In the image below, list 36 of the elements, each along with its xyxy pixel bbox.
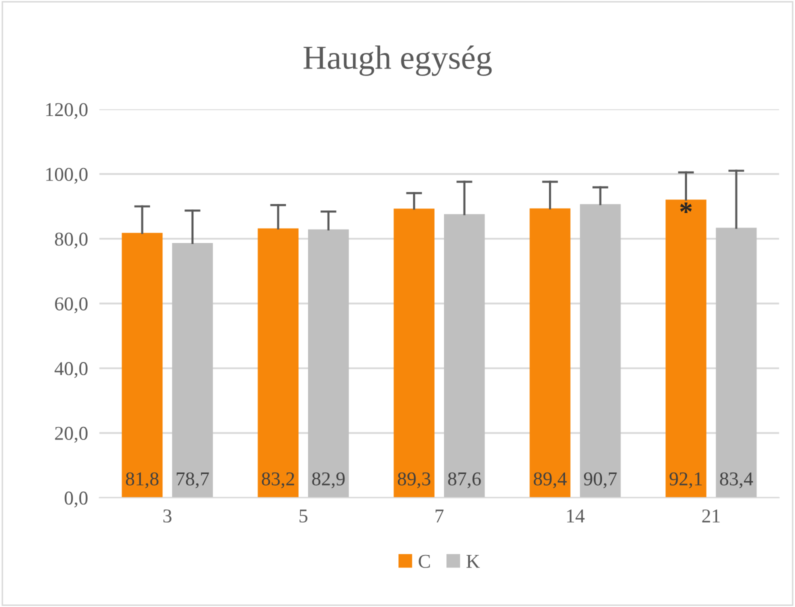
y-tick-label: 20,0	[55, 426, 88, 443]
x-tick-label: 14	[567, 510, 585, 522]
y-tick-label: 100,0	[46, 168, 88, 184]
x-tick-label: 21	[702, 509, 720, 522]
y-tick-label: 0,0	[64, 492, 88, 508]
annotation: *	[680, 202, 692, 213]
bar	[394, 208, 434, 498]
data-label: 81,8	[126, 472, 158, 488]
bar	[308, 229, 349, 498]
y-tick-label: 80,0	[54, 232, 88, 248]
bar	[258, 228, 299, 498]
bar	[530, 208, 570, 498]
data-label: 87,6	[448, 472, 481, 488]
data-label: 92,1	[670, 472, 702, 488]
bar	[666, 200, 706, 498]
y-tick-label: 60,0	[55, 297, 88, 314]
data-label: 83,2	[262, 472, 294, 488]
bar	[444, 214, 485, 498]
data-label: 82,9	[312, 472, 345, 488]
legend-label: C	[418, 554, 430, 568]
bar	[172, 242, 213, 498]
y-tick-label: 40,0	[54, 362, 88, 378]
bar	[580, 204, 621, 498]
chart-title: Haugh egység	[304, 46, 492, 76]
data-label: 78,7	[176, 472, 209, 488]
bar	[716, 228, 757, 498]
data-label: 90,7	[584, 472, 617, 488]
y-tick-label: 120,0	[46, 103, 88, 119]
data-label: 89,3	[398, 472, 430, 488]
legend-label: K	[466, 554, 480, 568]
data-label: 83,4	[720, 472, 753, 488]
bar	[122, 232, 163, 498]
data-label: 89,4	[534, 472, 567, 488]
x-tick-label: 7	[436, 510, 444, 522]
x-tick-label: 5	[300, 510, 308, 523]
x-tick-label: 3	[163, 509, 172, 523]
